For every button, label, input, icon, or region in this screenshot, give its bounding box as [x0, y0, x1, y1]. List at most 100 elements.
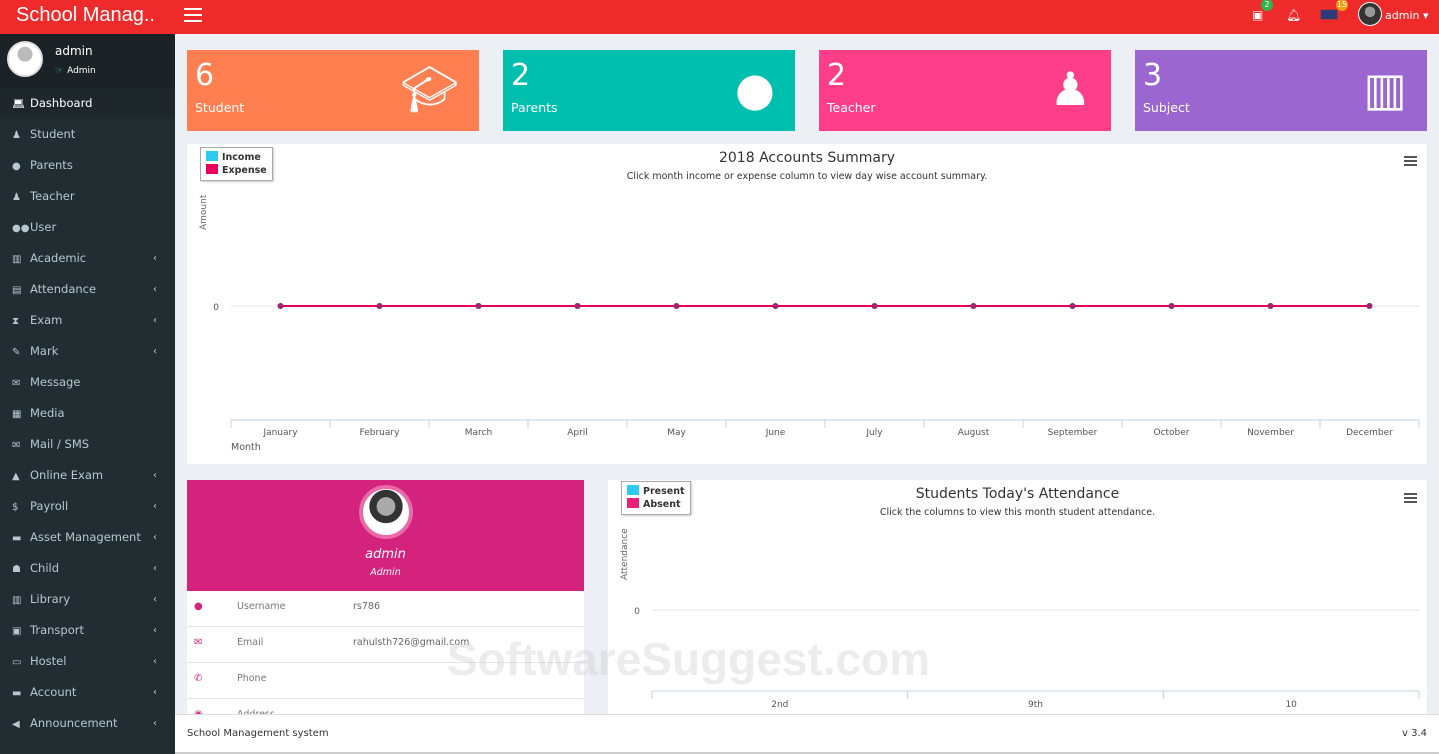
sidebar-item-label: User: [30, 220, 57, 234]
sidebar-item-dashboard[interactable]: 💻︎ Dashboard: [0, 88, 175, 119]
data-point-expense: [1267, 303, 1274, 309]
chart-title: 2018 Accounts Summary: [718, 150, 895, 166]
sidebar-item-exam[interactable]: ⧗ Exam ‹: [0, 305, 175, 336]
stat-count: 2: [827, 58, 847, 93]
sidebar-item-label: Child: [30, 561, 60, 575]
sidebar-item-hostel[interactable]: ▭ Hostel ‹: [0, 646, 175, 677]
user-panel: admin ☞ Admin: [0, 34, 175, 88]
flag-uk-icon[interactable]: [1320, 9, 1338, 20]
sidebar-item-payroll[interactable]: $ Payroll ‹: [0, 491, 175, 522]
chevron-left-icon: ‹: [153, 501, 157, 512]
sidebar-item-label: Parents: [30, 158, 73, 172]
bell-icon[interactable]: 🔔︎: [1286, 8, 1302, 22]
profile-card: admin Admin ● Username rs786 ✉ Email rahulsth…: [187, 480, 584, 714]
data-point-expense: [574, 303, 581, 309]
chart-legend: Present Absent: [621, 481, 691, 515]
profile-header: admin Admin: [187, 480, 584, 591]
sidebar-item-label: Account: [30, 685, 77, 699]
profile-key: Username: [237, 601, 286, 612]
sidebar-item-announcement[interactable]: ◀ Announcement ‹: [0, 708, 175, 739]
x-tick-label: December: [1346, 428, 1393, 438]
data-point-expense: [970, 303, 977, 309]
sidebar-item-account[interactable]: ▬ Account ‹: [0, 677, 175, 708]
legend-absent[interactable]: Absent: [627, 498, 685, 511]
stat-card-student[interactable]: 6 Student 🎓︎: [187, 50, 479, 131]
x-tick-label: November: [1247, 428, 1294, 438]
y-tick-label: 0: [634, 607, 640, 617]
sidebar-item-transport[interactable]: ▣ Transport ‹: [0, 615, 175, 646]
x-tick-label: April: [567, 428, 588, 438]
teacher-icon: ♟: [1049, 62, 1091, 116]
top-navbar: School Manag.. ▣ 2 🔔︎ 15 admin ▾: [0, 0, 1439, 34]
envelope-icon: ✉: [12, 378, 21, 389]
footer: School Management system v 3.4: [175, 714, 1439, 754]
profile-row-phone: ✆ Phone: [187, 663, 584, 699]
teacher-icon: ♟: [12, 192, 21, 203]
sidebar-item-mail-sms[interactable]: ✉ Mail / SMS: [0, 429, 175, 460]
map-marker-icon: ◉: [194, 709, 203, 714]
chart-menu-icon[interactable]: [1404, 493, 1417, 503]
chevron-left-icon: ‹: [153, 656, 157, 667]
x-tick-label: August: [958, 428, 990, 438]
sidebar-item-label: Mail / SMS: [30, 437, 90, 451]
x-tick-label: May: [667, 428, 686, 438]
brand-logo[interactable]: School Manag..: [16, 4, 155, 26]
money-icon: ▬: [12, 688, 22, 699]
profile-value: rahulsth726@gmail.com: [353, 637, 470, 648]
user-avatar[interactable]: [1358, 2, 1382, 26]
sidebar-item-label: Online Exam: [30, 468, 104, 482]
sidebar-item-label: Dashboard: [30, 96, 93, 110]
sidebar-item-parents[interactable]: ● Parents: [0, 150, 175, 181]
chart-plot: 0 2nd 9th 10: [634, 607, 1420, 710]
chevron-left-icon: ‹: [153, 253, 157, 264]
sidebar-user-name: admin: [55, 44, 93, 58]
avatar: [7, 41, 43, 77]
data-point-expense: [475, 303, 482, 309]
stat-card-subject[interactable]: 3 Subject ▥: [1135, 50, 1427, 131]
calendar-icon[interactable]: ▣: [1252, 8, 1264, 22]
hourglass-icon: ⧗: [12, 316, 20, 327]
users-icon: ●●: [12, 223, 30, 234]
sidebar-item-teacher[interactable]: ♟ Teacher: [0, 181, 175, 212]
sidebar-item-media[interactable]: ▦ Media: [0, 398, 175, 429]
sidebar-item-student[interactable]: ♟ Student: [0, 119, 175, 150]
bus-icon: ▣: [12, 626, 22, 637]
sidebar-item-library[interactable]: ▥ Library ‹: [0, 584, 175, 615]
legend-income[interactable]: Income: [206, 151, 267, 164]
user-icon: ●: [734, 62, 775, 116]
legend-present[interactable]: Present: [627, 485, 685, 498]
x-tick-label: February: [360, 428, 401, 438]
version: v 3.4: [1402, 728, 1427, 739]
profile-name: admin: [365, 547, 406, 562]
sidebar-item-online-exam[interactable]: ▲ Online Exam ‹: [0, 460, 175, 491]
data-point-expense: [1168, 303, 1175, 309]
chevron-left-icon: ‹: [153, 625, 157, 636]
profile-key: Address: [237, 709, 275, 714]
attendance-chart: Present Absent Students Today's Attendan…: [608, 480, 1427, 714]
phone-icon: ✆: [194, 673, 203, 684]
user-menu[interactable]: admin ▾: [1385, 9, 1429, 22]
sidebar-item-label: Media: [30, 406, 65, 420]
sidebar-item-mark[interactable]: ✎ Mark ‹: [0, 336, 175, 367]
sidebar-item-label: Message: [30, 375, 81, 389]
sidebar-item-message[interactable]: ✉ Message: [0, 367, 175, 398]
chevron-left-icon: ‹: [153, 284, 157, 295]
data-point-expense: [277, 303, 284, 309]
stat-label: Student: [195, 100, 245, 115]
sidebar-item-asset-management[interactable]: ▬ Asset Management ‹: [0, 522, 175, 553]
books-icon: ▥: [1363, 62, 1407, 116]
sidebar-item-academic[interactable]: ▥ Academic ‹: [0, 243, 175, 274]
stat-card-parents[interactable]: 2 Parents ●: [503, 50, 795, 131]
bullhorn-icon: ◀: [12, 719, 20, 730]
chart-menu-icon[interactable]: [1404, 156, 1417, 166]
sidebar-item-user[interactable]: ●●User: [0, 212, 175, 243]
stat-card-teacher[interactable]: 2 Teacher ♟: [819, 50, 1111, 131]
sidebar-item-attendance[interactable]: ▤ Attendance ‹: [0, 274, 175, 305]
user-icon: ●: [194, 601, 203, 612]
sidebar-item-child[interactable]: ☗ Child ‹: [0, 553, 175, 584]
data-point-expense: [1366, 303, 1373, 309]
stat-count: 3: [1143, 58, 1163, 93]
sidebar-toggle-icon[interactable]: [184, 8, 202, 22]
legend-expense[interactable]: Expense: [206, 164, 267, 177]
dollar-icon: $: [12, 502, 19, 513]
